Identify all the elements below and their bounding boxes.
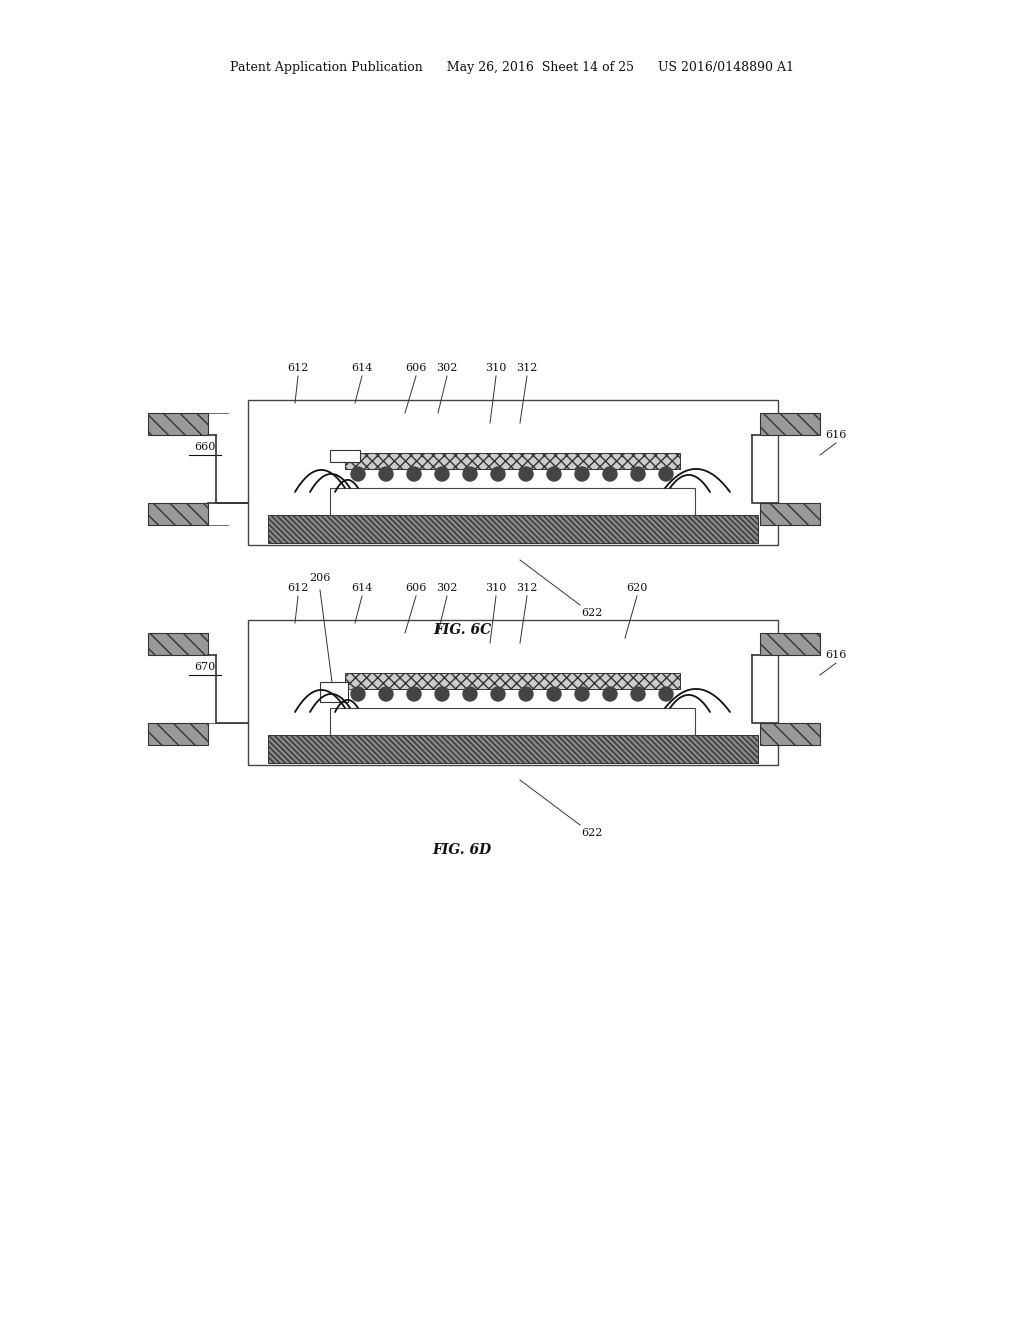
Text: FIG. 6C: FIG. 6C bbox=[433, 623, 492, 638]
Circle shape bbox=[547, 467, 561, 480]
Circle shape bbox=[603, 467, 617, 480]
Circle shape bbox=[659, 686, 673, 701]
Circle shape bbox=[463, 686, 477, 701]
Circle shape bbox=[351, 467, 365, 480]
Text: Patent Application Publication      May 26, 2016  Sheet 14 of 25      US 2016/01: Patent Application Publication May 26, 2… bbox=[230, 62, 794, 74]
Text: 310: 310 bbox=[485, 583, 507, 593]
Bar bbox=[148, 723, 208, 744]
Bar bbox=[760, 503, 820, 525]
Bar bbox=[148, 634, 208, 655]
Bar bbox=[760, 413, 820, 436]
Bar bbox=[345, 453, 680, 469]
Text: 312: 312 bbox=[516, 583, 538, 593]
Text: 312: 312 bbox=[516, 363, 538, 374]
Bar bbox=[148, 413, 208, 436]
Bar bbox=[248, 400, 778, 545]
Bar bbox=[248, 620, 778, 766]
Circle shape bbox=[631, 686, 645, 701]
Bar bbox=[330, 450, 360, 462]
Text: 622: 622 bbox=[582, 828, 603, 838]
Circle shape bbox=[659, 467, 673, 480]
Text: 616: 616 bbox=[825, 430, 847, 440]
Bar bbox=[345, 673, 680, 689]
Bar bbox=[760, 723, 820, 744]
Text: 612: 612 bbox=[288, 583, 308, 593]
Text: 310: 310 bbox=[485, 363, 507, 374]
Bar bbox=[760, 634, 820, 655]
Bar bbox=[330, 708, 695, 735]
Text: 614: 614 bbox=[351, 583, 373, 593]
Bar bbox=[268, 515, 758, 543]
Circle shape bbox=[490, 467, 505, 480]
Circle shape bbox=[435, 467, 449, 480]
Text: 612: 612 bbox=[288, 363, 308, 374]
Text: 620: 620 bbox=[627, 583, 648, 593]
Text: 660: 660 bbox=[195, 442, 216, 451]
Circle shape bbox=[379, 467, 393, 480]
Text: 622: 622 bbox=[582, 609, 603, 618]
Text: FIG. 6D: FIG. 6D bbox=[432, 843, 492, 857]
Text: 206: 206 bbox=[309, 573, 331, 583]
Circle shape bbox=[407, 467, 421, 480]
Circle shape bbox=[351, 686, 365, 701]
Circle shape bbox=[519, 467, 534, 480]
Text: 614: 614 bbox=[351, 363, 373, 374]
Circle shape bbox=[547, 686, 561, 701]
Text: 606: 606 bbox=[406, 363, 427, 374]
Circle shape bbox=[575, 686, 589, 701]
Circle shape bbox=[519, 686, 534, 701]
Circle shape bbox=[407, 686, 421, 701]
Text: 616: 616 bbox=[825, 649, 847, 660]
Text: 606: 606 bbox=[406, 583, 427, 593]
Circle shape bbox=[490, 686, 505, 701]
Text: 670: 670 bbox=[195, 663, 216, 672]
Bar bbox=[148, 503, 208, 525]
Circle shape bbox=[379, 686, 393, 701]
Bar bbox=[319, 682, 348, 702]
Bar bbox=[268, 735, 758, 763]
Text: 302: 302 bbox=[436, 363, 458, 374]
Circle shape bbox=[603, 686, 617, 701]
Circle shape bbox=[435, 686, 449, 701]
Circle shape bbox=[631, 467, 645, 480]
Text: 302: 302 bbox=[436, 583, 458, 593]
Bar bbox=[330, 488, 695, 515]
Circle shape bbox=[575, 467, 589, 480]
Circle shape bbox=[463, 467, 477, 480]
